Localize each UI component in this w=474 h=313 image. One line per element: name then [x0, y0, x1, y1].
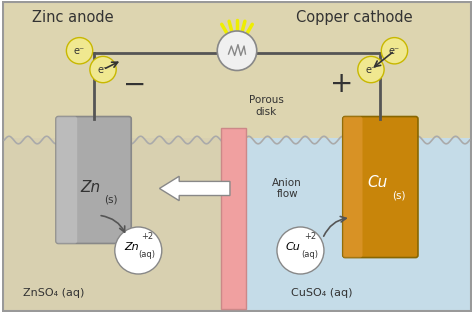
Circle shape [115, 227, 162, 274]
Circle shape [277, 227, 324, 274]
Text: +2: +2 [304, 232, 316, 241]
Text: e⁻: e⁻ [389, 46, 400, 56]
Text: Copper cathode: Copper cathode [296, 10, 413, 25]
Text: Cu: Cu [367, 175, 387, 190]
Text: Anion
flow: Anion flow [272, 178, 302, 199]
FancyArrow shape [159, 176, 230, 201]
Text: (s): (s) [392, 190, 405, 200]
FancyBboxPatch shape [56, 116, 77, 244]
Circle shape [217, 31, 257, 70]
Text: e⁻: e⁻ [365, 64, 376, 74]
Circle shape [358, 56, 384, 83]
Text: Porous
disk: Porous disk [249, 95, 283, 116]
Text: Zinc anode: Zinc anode [32, 10, 113, 25]
Circle shape [381, 38, 408, 64]
Circle shape [66, 38, 93, 64]
FancyBboxPatch shape [56, 116, 131, 244]
Text: +2: +2 [141, 232, 153, 241]
Text: Cu: Cu [286, 242, 301, 252]
Text: ZnSO₄ (aq): ZnSO₄ (aq) [23, 289, 84, 299]
Text: (aq): (aq) [301, 250, 319, 259]
Text: CuSO₄ (aq): CuSO₄ (aq) [291, 289, 353, 299]
FancyBboxPatch shape [343, 116, 418, 258]
Text: e⁻: e⁻ [74, 46, 85, 56]
Text: $+$: $+$ [329, 70, 352, 98]
Circle shape [90, 56, 116, 83]
Text: (aq): (aq) [138, 250, 155, 259]
FancyBboxPatch shape [220, 128, 246, 309]
Text: Zn: Zn [80, 180, 100, 195]
Text: (s): (s) [104, 195, 118, 205]
FancyBboxPatch shape [237, 138, 472, 312]
FancyBboxPatch shape [2, 138, 237, 312]
Text: e⁻: e⁻ [98, 64, 109, 74]
FancyBboxPatch shape [2, 1, 472, 147]
FancyBboxPatch shape [343, 116, 363, 258]
Text: Zn: Zn [124, 242, 139, 252]
Text: $-$: $-$ [122, 70, 145, 98]
